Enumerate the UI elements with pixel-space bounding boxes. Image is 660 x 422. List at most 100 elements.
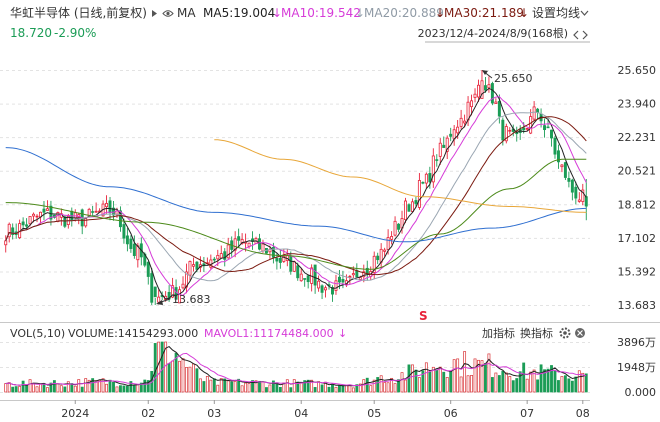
volume-bar xyxy=(278,387,282,393)
chevron-right-icon[interactable] xyxy=(582,30,588,40)
volume-bar xyxy=(39,383,42,393)
candle-body xyxy=(299,273,303,282)
volume-bar xyxy=(261,381,265,393)
volume-bar xyxy=(84,378,88,393)
vol-label: VOL(5,10) xyxy=(10,327,65,340)
volume-bar xyxy=(411,364,414,393)
volume-bar xyxy=(91,378,95,393)
add-indicator-button[interactable]: 加指标 xyxy=(482,326,515,340)
triangle-right-icon[interactable] xyxy=(152,10,157,17)
volume-bar xyxy=(424,362,428,393)
candle-body xyxy=(84,217,88,227)
candle-body xyxy=(233,238,237,251)
candle-body xyxy=(390,236,394,240)
candle-body xyxy=(132,243,136,256)
ma10-line xyxy=(5,96,587,296)
candle-body xyxy=(35,215,39,218)
price-change: -2.90% xyxy=(54,26,96,40)
price-tick-label: 17.102 xyxy=(618,232,657,245)
candle-body xyxy=(410,201,414,212)
candle-body xyxy=(171,285,175,298)
volume-bar xyxy=(376,377,380,393)
candle-body xyxy=(473,93,477,98)
candle-body xyxy=(501,119,505,141)
volume-bar xyxy=(435,369,439,393)
gear-icon[interactable] xyxy=(559,327,571,339)
volume-bar xyxy=(477,359,480,393)
candle-body xyxy=(438,142,442,157)
ma-label: MA xyxy=(177,6,196,20)
high-annotation: 25.650 xyxy=(481,70,533,85)
candle-body xyxy=(63,216,67,227)
candle-body xyxy=(146,261,150,277)
candle-body xyxy=(404,200,407,221)
ma30-value: MA30:21.189 xyxy=(444,6,524,20)
candle-body xyxy=(550,129,553,139)
candle-body xyxy=(271,246,275,258)
mavol1-line xyxy=(5,346,587,387)
close-icon[interactable] xyxy=(575,328,585,338)
volume-bar xyxy=(344,385,348,393)
candle-body xyxy=(11,227,15,235)
volume-bar xyxy=(522,362,526,393)
volume-bar xyxy=(46,387,49,393)
candle-body xyxy=(536,108,540,113)
candle-body xyxy=(118,210,122,228)
settings-ma-button[interactable]: 设置均线 xyxy=(532,6,580,20)
candle-body xyxy=(546,126,550,129)
volume-bar xyxy=(351,387,355,393)
price-tick-label: 13.683 xyxy=(618,299,657,312)
volume-bar xyxy=(563,375,567,393)
volume-bar xyxy=(70,383,74,393)
ma20-value: MA20:20.889 xyxy=(364,6,444,20)
mavol-value: MAVOL1:11174484.000 xyxy=(204,327,334,340)
volume-bar xyxy=(198,378,202,393)
volume-bar xyxy=(230,381,234,393)
x-tick-label: 02 xyxy=(141,407,155,420)
volume-axis-labels: 0.000 1948万 3896万 xyxy=(617,336,656,399)
candle-body xyxy=(581,189,585,202)
volume-bar xyxy=(119,385,122,393)
volume-bar xyxy=(362,379,366,393)
volume-bar xyxy=(327,386,331,393)
candle-body xyxy=(341,279,345,283)
volume-bar xyxy=(209,379,213,393)
candle-body xyxy=(449,133,453,137)
candle-body xyxy=(278,257,282,263)
candle-body xyxy=(351,273,355,276)
volume-bar xyxy=(581,372,585,393)
volume-bar xyxy=(139,382,143,393)
candle-body xyxy=(445,137,449,152)
chevron-left-icon[interactable] xyxy=(573,30,579,40)
eye-icon[interactable] xyxy=(162,10,174,17)
volume-bar xyxy=(428,371,432,393)
price-grid xyxy=(0,70,590,306)
volume-bar xyxy=(32,383,35,393)
switch-indicator-button[interactable]: 换指标 xyxy=(520,326,553,340)
volume-bar xyxy=(438,366,442,393)
candle-body xyxy=(442,144,446,148)
candle-body xyxy=(480,80,484,99)
candle-body xyxy=(417,180,421,208)
candle-body xyxy=(362,271,366,278)
high-label: 25.650 xyxy=(494,72,533,85)
volume-bar xyxy=(473,358,477,393)
candle-body xyxy=(522,127,526,131)
volume-bar xyxy=(331,384,334,393)
volume-bar xyxy=(7,382,11,393)
candle-body xyxy=(28,216,32,225)
volume-bar xyxy=(174,352,178,393)
candle-body xyxy=(407,204,411,212)
volume-bar xyxy=(466,375,470,393)
volume-bar xyxy=(515,378,519,393)
stock-title[interactable]: 华虹半导体 (日线,前复权) xyxy=(10,5,147,20)
volume-bar xyxy=(490,377,494,393)
date-range: 2023/12/4-2024/8/9(168根) xyxy=(418,26,568,40)
candle-body xyxy=(237,236,241,241)
candle-body xyxy=(219,253,223,259)
volume-bar xyxy=(459,376,463,393)
ma20-arrow-icon: ↓ xyxy=(355,6,365,20)
volume-bar xyxy=(292,379,296,393)
chevron-down-icon[interactable] xyxy=(580,10,589,16)
